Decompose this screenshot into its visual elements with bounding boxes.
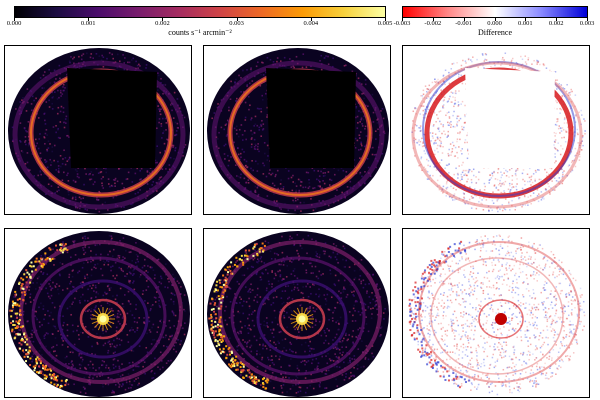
difference-colorbar-tick [525,18,527,21]
counts-colorbar-tick [385,18,386,21]
difference-colorbar-tick-label: 0.002 [548,20,564,27]
counts-colorbar-tick-label: 0.003 [229,20,244,27]
counts-colorbar-tick [14,18,15,21]
difference-colorbar-gradient [402,6,588,18]
difference-colorbar-tick-label: 0.001 [518,20,533,27]
difference-colorbar-tick [556,18,558,21]
difference-colorbar-tick-label: 0.000 [487,20,502,27]
image-panel-early-1: 2.31-2.59 days [4,45,192,215]
difference-colorbar-tick [587,18,588,21]
difference-colorbar-tick-label: -0.001 [455,20,473,27]
difference-colorbar-title: Difference [477,28,513,37]
counts-colorbar-tick [236,18,238,21]
difference-panel-early [402,45,590,215]
difference-panel-late [402,228,590,398]
counts-colorbar-tick [310,18,312,21]
epoch-label: 2.31-2.59 days [10,202,58,211]
difference-colorbar-tick-label: 0.003 [579,20,595,27]
counts-colorbar-tick-label: 0.005 [377,20,393,27]
epoch-label: 2.59-2.87 days [209,202,257,211]
difference-colorbar-tick [402,18,403,21]
counts-colorbar-title: counts s⁻¹ arcmin⁻² [168,28,232,37]
epoch-label: 4.88-5.07 days [209,385,257,394]
counts-map-early-1 [5,46,191,214]
difference-colorbar-tick [494,18,496,21]
difference-map-early [403,46,589,214]
counts-colorbar-tick-label: 0.004 [303,20,319,27]
difference-colorbar-tick [463,18,465,21]
difference-colorbar-tick [432,18,434,21]
image-panel-early-2: 2.59-2.87 days [203,45,391,215]
counts-colorbar-gradient [14,6,386,18]
counts-map-late-1 [5,229,191,397]
difference-colorbar-tick-label: -0.003 [393,20,411,27]
counts-colorbar-tick-label: 0.000 [6,20,22,27]
difference-colorbar-tick-label: -0.002 [424,20,442,27]
counts-colorbar-tick-label: 0.001 [80,20,96,27]
counts-colorbar-tick-label: 0.002 [155,20,170,27]
counts-colorbar-tick [88,18,90,21]
image-panel-late-1: 4.69-4.88 days [4,228,192,398]
counts-map-late-2 [204,229,390,397]
epoch-label: 4.69-4.88 days [10,385,58,394]
image-panel-late-2: 4.88-5.07 days [203,228,391,398]
counts-colorbar-tick [162,18,164,21]
counts-map-early-2 [204,46,390,214]
difference-map-late [403,229,589,397]
